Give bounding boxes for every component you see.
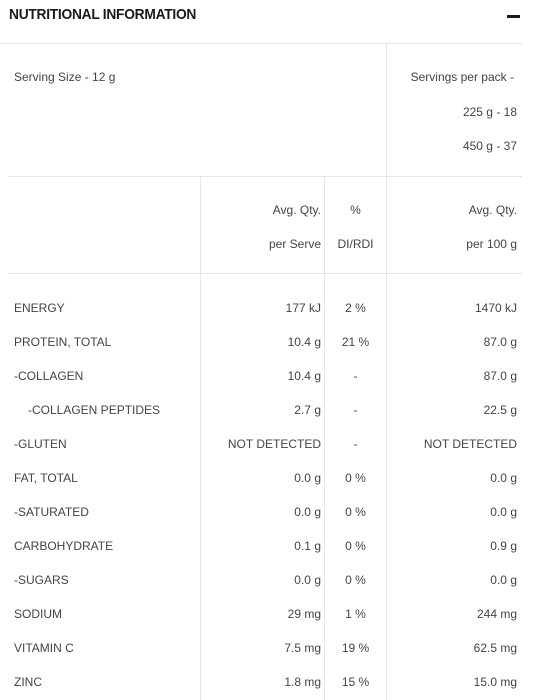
- per-100g-value: NOT DETECTED: [423, 437, 517, 451]
- column-divider: [324, 177, 325, 700]
- di-rdi-value: 19 %: [341, 641, 370, 655]
- nutrient-name: -GLUTEN: [14, 437, 67, 451]
- per-serve-value: NOT DETECTED: [227, 437, 321, 451]
- divider: [8, 273, 522, 274]
- per-100g-value: 0.0 g: [490, 573, 517, 587]
- nutrient-name: SODIUM: [14, 607, 62, 621]
- di-rdi-value: -: [353, 369, 358, 383]
- per-serve-value: 0.0 g: [294, 471, 321, 485]
- per-100g-value: 0.0 g: [490, 505, 517, 519]
- di-rdi-value: 1 %: [345, 607, 366, 621]
- nutrient-name: -COLLAGEN PEPTIDES: [28, 403, 161, 417]
- column-divider: [200, 177, 201, 700]
- servings-225g: 225 g - 18: [462, 105, 517, 119]
- per-serve-value: 177 kJ: [285, 301, 321, 315]
- per-100g-value: 62.5 mg: [473, 641, 517, 655]
- di-rdi-value: 0 %: [345, 573, 366, 587]
- per-100g-value: 0.9 g: [490, 539, 517, 553]
- table-row: VITAMIN C 7.5 mg 19 % 62.5 mg: [0, 631, 522, 665]
- minus-icon[interactable]: [504, 10, 522, 24]
- per-serve-value: 29 mg: [287, 607, 321, 621]
- per-serve-value: 10.4 g: [287, 335, 321, 349]
- table-row: PROTEIN, TOTAL 10.4 g 21 % 87.0 g: [0, 325, 522, 359]
- table-row: FAT, TOTAL 0.0 g 0 % 0.0 g: [0, 461, 522, 495]
- col-header-percent: %: [350, 203, 361, 217]
- per-serve-value: 0.0 g: [294, 505, 321, 519]
- table-row: -SUGARS 0.0 g 0 % 0.0 g: [0, 563, 522, 597]
- servings-450g: 450 g - 37: [462, 139, 517, 153]
- serving-size: Serving Size - 12 g: [14, 70, 116, 84]
- per-serve-value: 0.1 g: [294, 539, 321, 553]
- per-100g-value: 22.5 g: [483, 403, 517, 417]
- per-100g-value: 87.0 g: [483, 335, 517, 349]
- per-100g-value: 15.0 mg: [473, 675, 517, 689]
- nutrient-name: -SUGARS: [14, 573, 69, 587]
- servings-per-pack-label: Servings per pack -: [410, 70, 514, 84]
- serving-divider: [386, 44, 387, 176]
- table-row: -COLLAGEN 10.4 g - 87.0 g: [0, 359, 522, 393]
- nutrient-name: ZINC: [14, 675, 42, 689]
- di-rdi-value: -: [353, 403, 358, 417]
- di-rdi-value: 15 %: [341, 675, 370, 689]
- nutrient-name: CARBOHYDRATE: [14, 539, 114, 553]
- di-rdi-value: 2 %: [345, 301, 366, 315]
- per-serve-value: 0.0 g: [294, 573, 321, 587]
- accordion-header[interactable]: NUTRITIONAL INFORMATION: [0, 0, 522, 44]
- table-row: -GLUTEN NOT DETECTED - NOT DETECTED: [0, 427, 522, 461]
- per-100g-value: 0.0 g: [490, 471, 517, 485]
- per-serve-value: 7.5 mg: [284, 641, 321, 655]
- di-rdi-value: 0 %: [345, 471, 366, 485]
- table-row: ZINC 1.8 mg 15 % 15.0 mg: [0, 665, 522, 699]
- col-header-avg-qty: Avg. Qty.: [272, 203, 321, 217]
- di-rdi-value: 0 %: [345, 505, 366, 519]
- per-100g-value: 87.0 g: [483, 369, 517, 383]
- nutrient-name: -SATURATED: [14, 505, 89, 519]
- table-row: -COLLAGEN PEPTIDES 2.7 g - 22.5 g: [0, 393, 522, 427]
- per-100g-value: 1470 kJ: [474, 301, 517, 315]
- nutrient-name: VITAMIN C: [14, 641, 74, 655]
- column-divider: [386, 177, 387, 700]
- table-row: -SATURATED 0.0 g 0 % 0.0 g: [0, 495, 522, 529]
- col-header-per-serve: per Serve: [268, 237, 321, 251]
- col-header-di-rdi: DI/RDI: [337, 237, 374, 251]
- divider: [8, 176, 522, 177]
- table-row: ENERGY 177 kJ 2 % 1470 kJ: [0, 291, 522, 325]
- di-rdi-value: 21 %: [341, 335, 370, 349]
- table-row: SODIUM 29 mg 1 % 244 mg: [0, 597, 522, 631]
- per-serve-value: 2.7 g: [294, 403, 321, 417]
- per-100g-value: 244 mg: [476, 607, 517, 621]
- nutrient-name: FAT, TOTAL: [14, 471, 78, 485]
- nutrient-name: PROTEIN, TOTAL: [14, 335, 112, 349]
- section-title: NUTRITIONAL INFORMATION: [9, 6, 197, 23]
- per-serve-value: 1.8 mg: [284, 675, 321, 689]
- nutrient-name: -COLLAGEN: [14, 369, 84, 383]
- table-row: CARBOHYDRATE 0.1 g 0 % 0.9 g: [0, 529, 522, 563]
- di-rdi-value: -: [353, 437, 358, 451]
- nutrient-name: ENERGY: [14, 301, 65, 315]
- col-header-avg-qty-100: Avg. Qty.: [468, 203, 517, 217]
- col-header-per-100g: per 100 g: [466, 237, 517, 251]
- per-serve-value: 10.4 g: [287, 369, 321, 383]
- di-rdi-value: 0 %: [345, 539, 366, 553]
